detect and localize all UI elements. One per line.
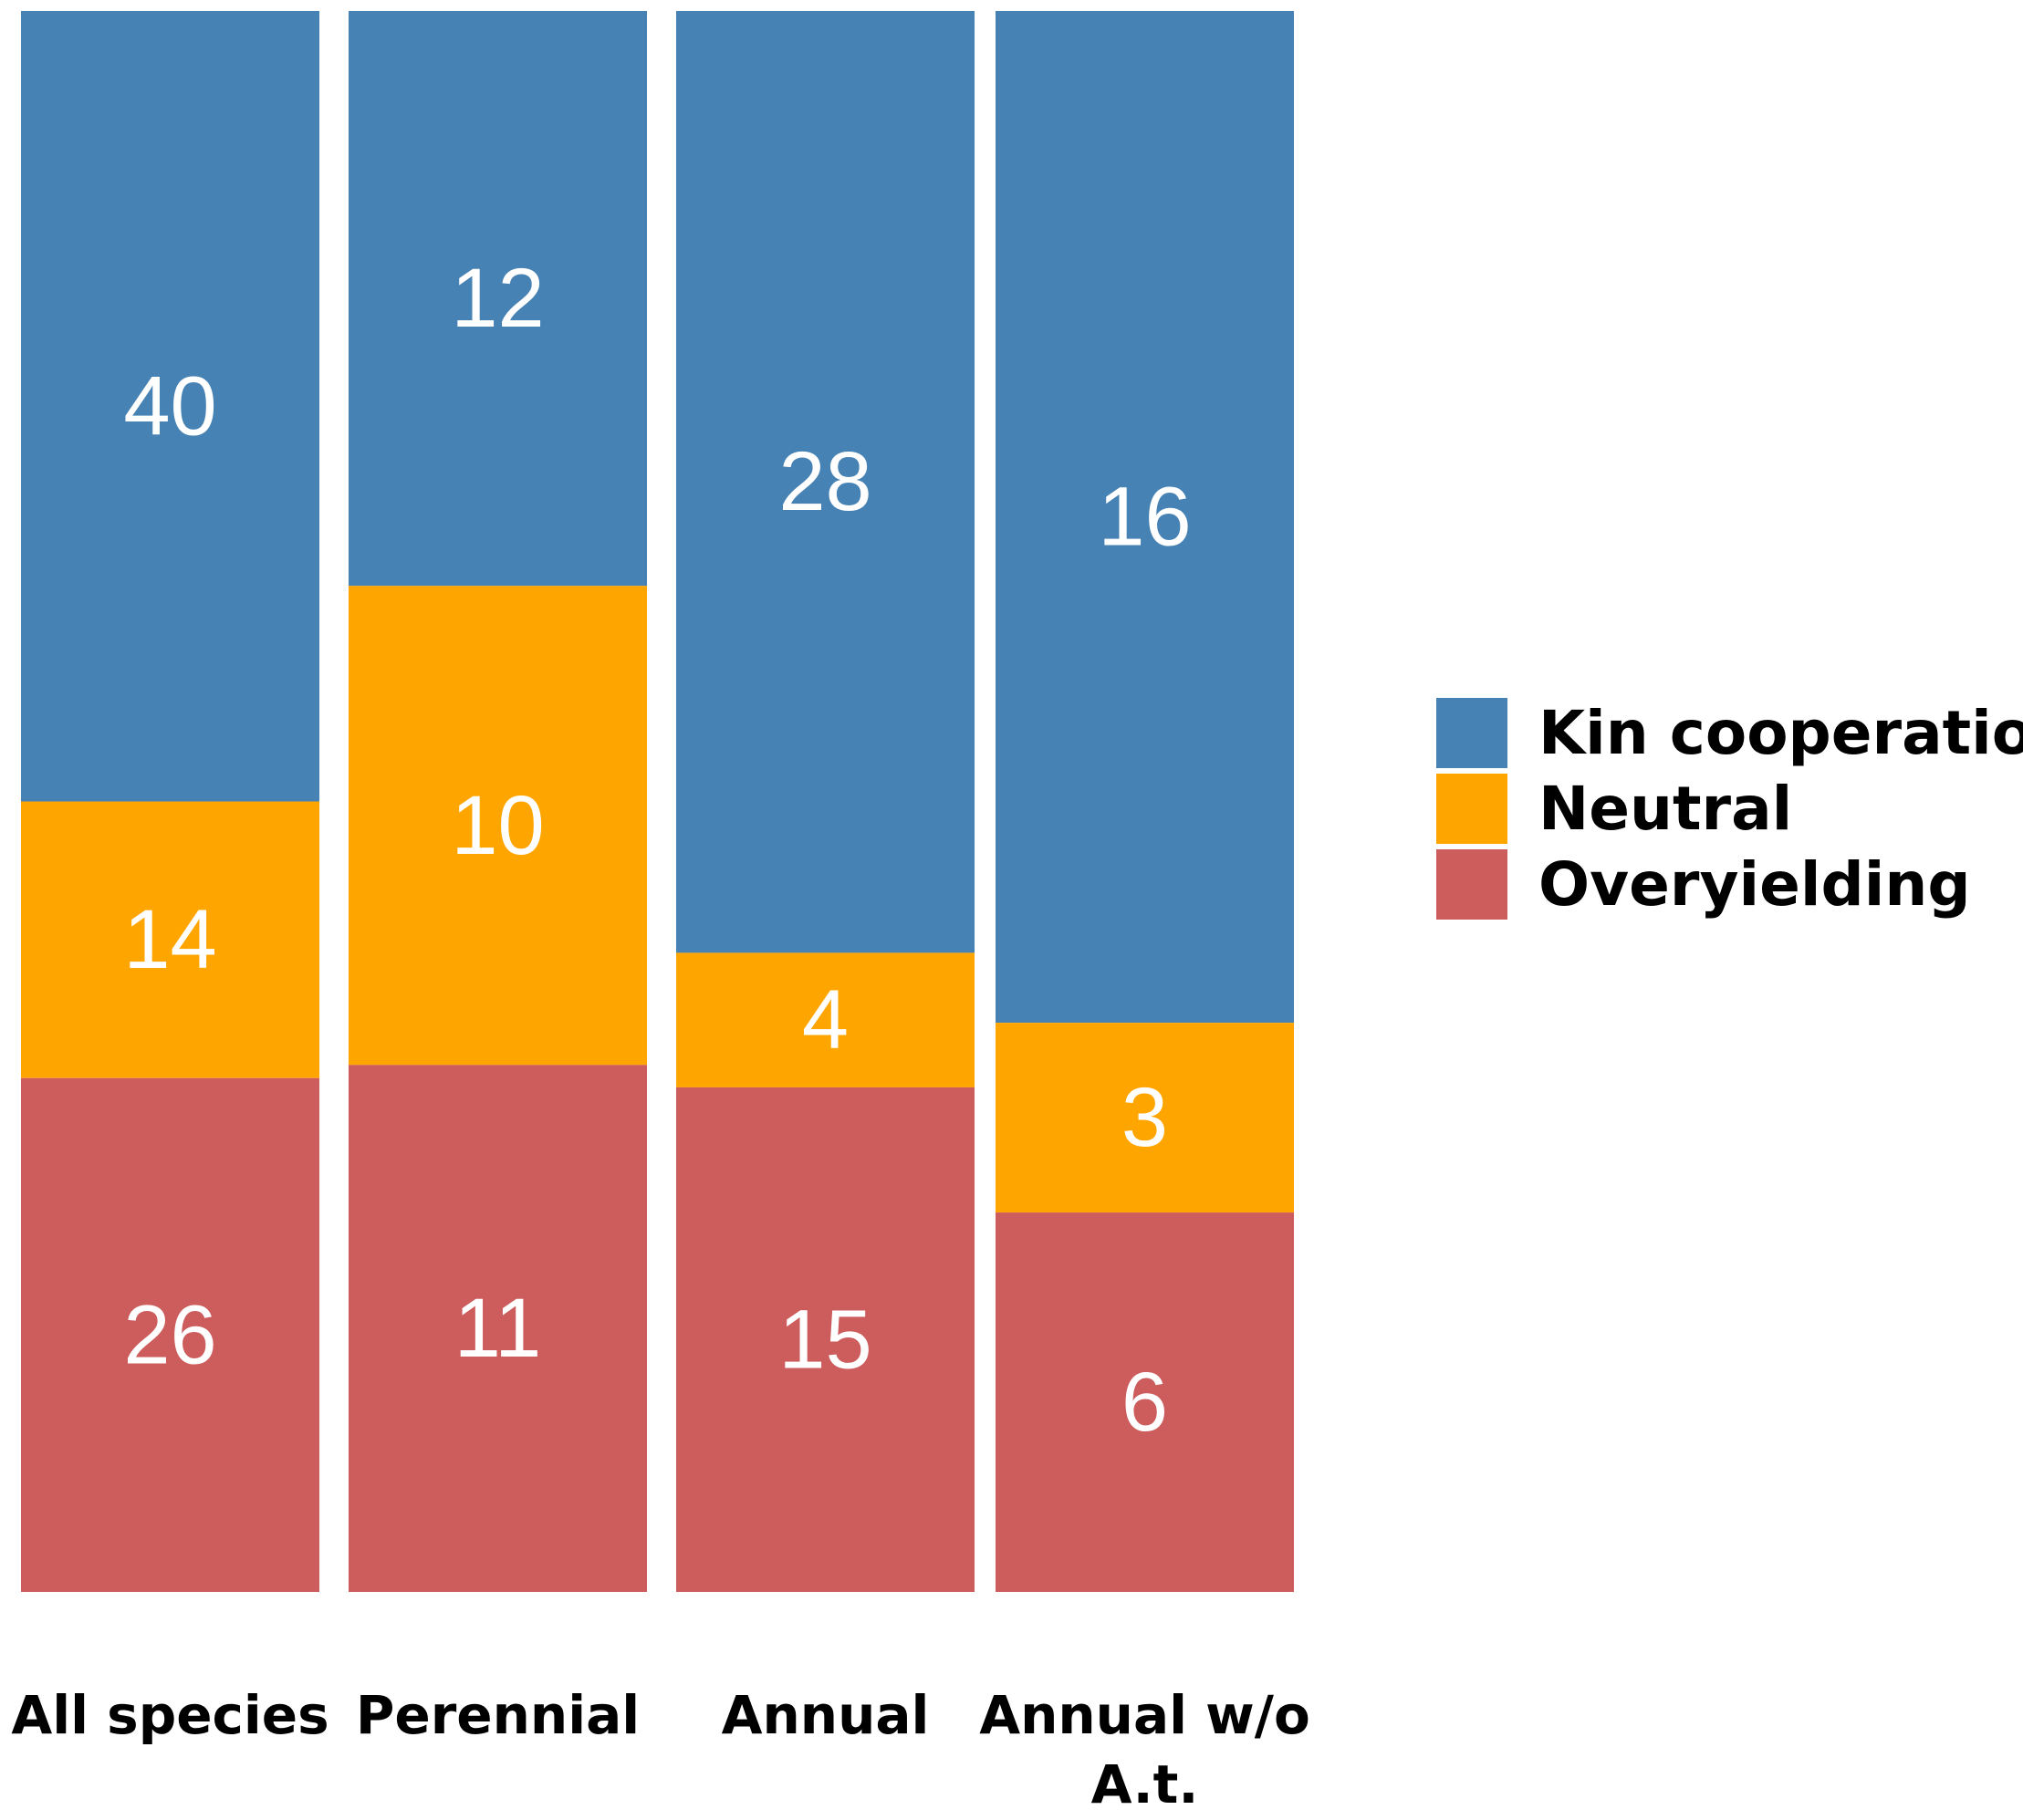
bar-annual-w-o-a-t-overyielding [996,1212,1294,1592]
legend-label-kin-cooperation: Kin cooperation [1538,698,2023,768]
data-label-perennial-kin-cooperation: 12 [451,252,544,345]
data-label-annual-overyielding: 15 [778,1293,871,1386]
x-tick-label-all-species: All species [11,1684,328,1746]
legend-swatch-kin-cooperation [1436,698,1507,768]
data-label-perennial-overyielding: 11 [454,1282,542,1375]
data-label-annual-neutral: 4 [802,973,849,1066]
bar-perennial-kin-cooperation [349,11,647,587]
legend-label-neutral: Neutral [1538,774,1792,844]
bar-perennial-overyielding [349,1065,647,1592]
data-label-annual-w-o-a-t-kin-cooperation: 16 [1098,471,1191,564]
bar-perennial-neutral [349,586,647,1066]
bar-annual-overyielding [676,1087,975,1592]
bar-annual-w-o-a-t-neutral [996,1023,1294,1213]
data-label-annual-w-o-a-t-neutral: 3 [1121,1071,1168,1164]
bar-annual-kin-cooperation [676,11,975,953]
data-label-annual-w-o-a-t-overyielding: 6 [1121,1356,1168,1449]
legend-swatch-overyielding [1436,849,1507,920]
data-label-all-species-kin-cooperation: 40 [123,359,216,452]
x-tick-label-annual: Annual [722,1684,930,1746]
data-label-all-species-neutral: 14 [123,893,216,986]
bar-annual-neutral [676,952,975,1087]
data-label-perennial-neutral: 10 [451,779,544,872]
legend-label-overyielding: Overyielding [1538,849,1971,920]
data-label-annual-kin-cooperation: 28 [778,435,871,528]
bar-annual-w-o-a-t-kin-cooperation [996,11,1294,1024]
bar-all-species-overyielding [21,1077,319,1592]
bars: 40 14 26 12 10 11 28 4 15 16 3 6 [21,11,1294,1592]
bar-all-species-neutral [21,801,319,1078]
x-tick-label-annual-w-o-a-t: Annual w/o A.t. [979,1684,1310,1815]
bar-all-species-kin-cooperation [21,11,319,802]
x-tick-label-perennial: Perennial [356,1684,640,1746]
category-labels: All species Perennial Annual Annual w/o A.t. [11,1684,1309,1815]
data-label-all-species-overyielding: 26 [123,1288,216,1381]
legend-swatch-neutral [1436,774,1507,844]
